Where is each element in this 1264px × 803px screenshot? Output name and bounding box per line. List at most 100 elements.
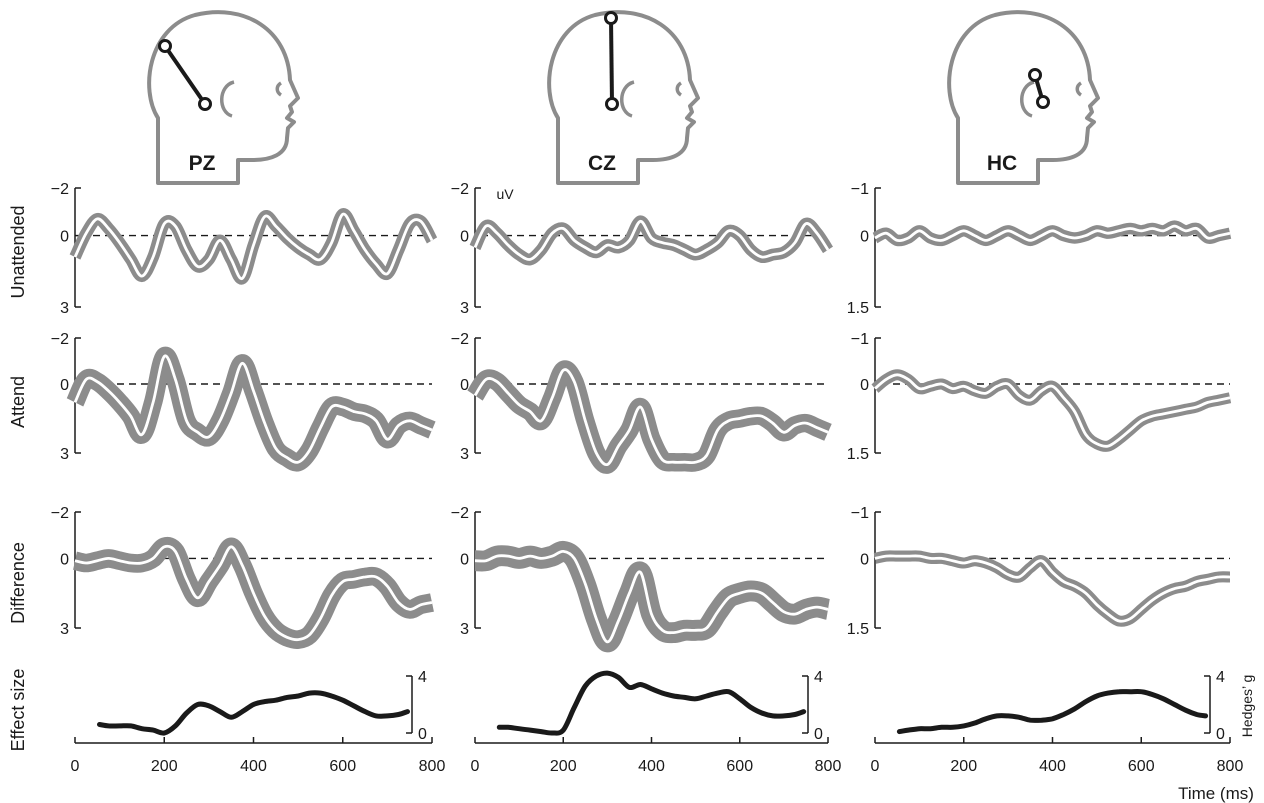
head-diagram-hc: HC: [947, 10, 1100, 185]
electrode-icon: [158, 39, 172, 53]
eye-icon: [1075, 81, 1083, 97]
head-label-hc: HC: [987, 152, 1017, 175]
y-tick-label: 3: [60, 621, 69, 638]
row-label-difference: Difference: [8, 542, 28, 624]
head-label-cz: CZ: [588, 152, 616, 175]
y-tick-label: 1.5: [847, 446, 869, 463]
panel-effect-size-hc: 4 0 Hedges’ g: [896, 669, 1255, 743]
y-tick-label: 0: [460, 229, 469, 246]
y-tick-label: −2: [51, 181, 69, 198]
y-tick-label: −1: [851, 331, 869, 348]
effect-tick-label: 0: [814, 726, 823, 743]
mean-trace: [74, 544, 433, 642]
electrode-icon: [198, 97, 212, 111]
x-tick-label: 0: [71, 758, 80, 775]
x-tick-label: 600: [1128, 758, 1155, 775]
x-tick-label: 400: [638, 758, 665, 775]
panel-attend-pz: −2 0 3: [51, 331, 436, 472]
panel-unattended-pz: −2 0 3: [51, 181, 438, 317]
row-label-unattended: Unattended: [8, 205, 28, 298]
mean-trace: [73, 354, 433, 464]
column-hc: −1 0 1.5 −1 0 1.5 −1 0 1.5 4 0 Hedges’ g 0 200 400 600 8…: [847, 181, 1255, 775]
x-tick-label: 600: [329, 758, 356, 775]
mean-trace: [473, 368, 829, 467]
effect-tick-label: 4: [1216, 669, 1225, 686]
x-tick-label: 600: [726, 758, 753, 775]
mean-trace: [473, 219, 830, 261]
electrode-icon: [604, 11, 618, 25]
panel-attend-cz: −2 0 3: [451, 331, 832, 474]
head-diagram-cz: CZ: [547, 10, 700, 185]
x-tick-label: 0: [871, 758, 880, 775]
y-tick-label: 3: [460, 621, 469, 638]
effect-axis-title: Hedges’ g: [1239, 675, 1255, 738]
x-tick-label: 800: [815, 758, 842, 775]
y-tick-label: 0: [860, 551, 869, 568]
y-tick-label: 3: [60, 300, 69, 317]
head-diagrams: PZ CZ HC: [147, 10, 1100, 185]
x-tick-label: 200: [950, 758, 977, 775]
panel-effect-size-cz: 40: [496, 669, 823, 743]
x-axis-title: Time (ms): [1178, 784, 1254, 803]
x-tick-label: 800: [419, 758, 446, 775]
y-tick-label: 0: [460, 551, 469, 568]
effect-size-trace: [496, 670, 807, 736]
ear-icon: [1020, 80, 1035, 118]
head-outline-icon: [147, 10, 300, 185]
electrode-icon: [1028, 68, 1042, 82]
y-tick-label: 0: [460, 377, 469, 394]
y-tick-label: −1: [851, 505, 869, 522]
ear-icon: [220, 80, 235, 118]
y-tick-label: 0: [860, 377, 869, 394]
y-tick-label: 0: [60, 229, 69, 246]
y-tick-label: 1.5: [847, 300, 869, 317]
electrode-icon: [605, 97, 619, 111]
mean-trace: [874, 554, 1231, 623]
effect-tick-label: 4: [814, 669, 823, 686]
y-tick-label: −2: [51, 331, 69, 348]
effect-size-trace: [896, 688, 1209, 735]
y-tick-label: 0: [60, 551, 69, 568]
x-axis-hc: 0 200 400 600 800: [871, 737, 1244, 775]
x-tick-label: 800: [1217, 758, 1244, 775]
electrode-link: [609, 17, 614, 105]
ear-icon: [620, 80, 635, 118]
panel-effect-size-pz: 40: [97, 669, 427, 743]
electrode-link: [163, 44, 207, 106]
x-axis-pz: 0 200 400 600 800: [71, 737, 446, 775]
mean-trace: [474, 550, 829, 644]
confidence-band: [872, 220, 1232, 247]
x-axis-cz: 0 200 400 600 800: [471, 737, 842, 775]
row-label-effect-size: Effect size: [8, 669, 28, 752]
x-tick-label: 200: [151, 758, 178, 775]
y-tick-label: 0: [60, 377, 69, 394]
y-tick-label: 3: [60, 446, 69, 463]
unit-label: uV: [496, 186, 514, 202]
panel-unattended-hc: −1 0 1.5: [847, 181, 1232, 317]
row-labels: Unattended Attend Difference Effect size: [8, 205, 28, 751]
panel-difference-cz: −2 0 3: [451, 505, 831, 653]
y-tick-label: −1: [851, 181, 869, 198]
effect-size-trace: [97, 690, 410, 736]
effect-tick-label: 0: [1216, 726, 1225, 743]
x-tick-label: 400: [1039, 758, 1066, 775]
mean-trace: [73, 212, 434, 280]
head-outline-icon: [947, 10, 1100, 185]
panel-attend-hc: −1 0 1.5: [847, 331, 1232, 463]
panel-unattended-cz: −2 0 3: [451, 181, 834, 317]
y-tick-label: 3: [460, 300, 469, 317]
eye-icon: [275, 81, 283, 97]
y-tick-label: −2: [451, 505, 469, 522]
panel-difference-pz: −2 0 3: [51, 505, 434, 649]
mean-trace: [874, 224, 1231, 242]
head-diagram-pz: PZ: [147, 10, 300, 185]
effect-tick-label: 4: [418, 669, 427, 686]
x-tick-label: 0: [471, 758, 480, 775]
effect-tick-label: 0: [418, 726, 427, 743]
y-tick-label: −2: [51, 505, 69, 522]
y-tick-label: −2: [451, 331, 469, 348]
head-label-pz: PZ: [189, 152, 216, 175]
